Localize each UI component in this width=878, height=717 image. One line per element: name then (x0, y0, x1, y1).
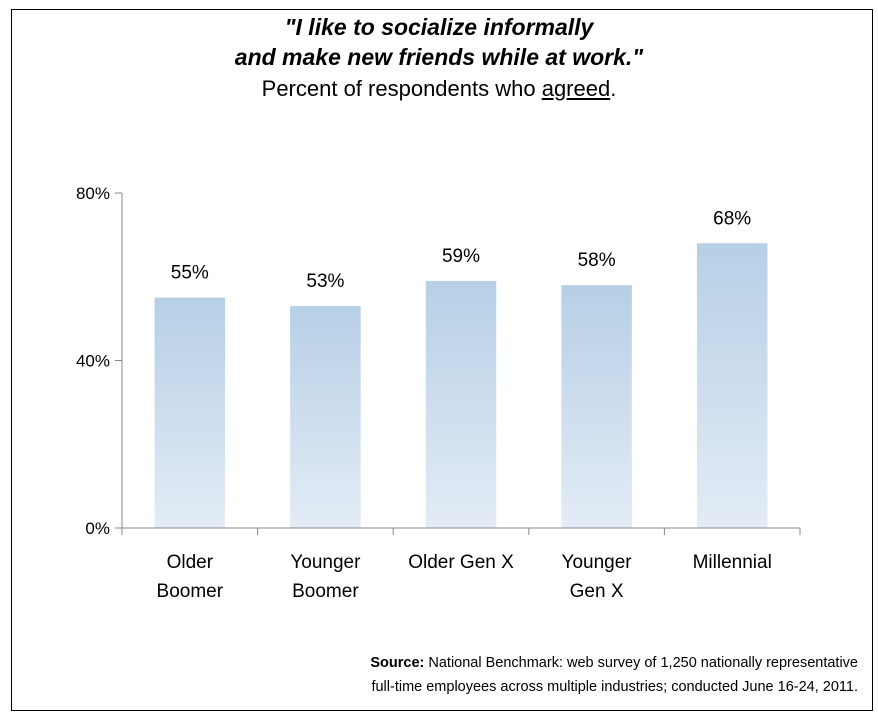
bar-2 (290, 306, 361, 528)
bar-4 (561, 285, 632, 528)
labels-layer: 55% Older Boomer 53% Younger Boomer 59% Older G… (76, 184, 772, 602)
chart-title-block: "I like to socialize informally and make… (0, 12, 878, 106)
category-label-2-line-2: Boomer (292, 581, 359, 602)
data-label-4: 58% (578, 250, 616, 271)
source-text-1: National Benchmark: web survey of 1,250 … (424, 655, 858, 671)
data-label-2: 53% (306, 271, 344, 292)
chart-title-line-2: and make new friends while at work." (234, 44, 644, 70)
category-label-3-line-1: Older Gen X (408, 552, 514, 573)
data-label-5: 68% (713, 208, 751, 229)
source-note: Source: National Benchmark: web survey o… (158, 651, 858, 699)
source-label: Source: (370, 655, 425, 671)
bar-3 (425, 280, 497, 528)
subtitle-emphasis: agreed (541, 76, 611, 101)
category-label-1-line-1: Older (167, 552, 214, 573)
category-label-5-line-1: Millennial (693, 552, 772, 573)
category-label-2-line-1: Younger (290, 552, 361, 573)
category-label-4-line-1: Younger (562, 552, 633, 573)
subtitle-suffix: . (610, 76, 617, 101)
category-label-4-line-2: Gen X (570, 581, 624, 602)
y-tick-label-3: 80% (76, 184, 110, 203)
bar-1 (154, 297, 226, 528)
data-label-1: 55% (171, 263, 209, 284)
axes-layer (115, 192, 801, 535)
source-line-1: Source: National Benchmark: web survey o… (158, 651, 858, 675)
bar-5 (696, 243, 768, 528)
chart-subtitle: Percent of respondents who agreed. (0, 72, 878, 106)
source-line-2: full-time employees across multiple indu… (371, 679, 858, 695)
y-tick-label-1: 0% (85, 519, 110, 538)
bars-layer (154, 243, 768, 528)
subtitle-prefix: Percent of respondents who (261, 76, 542, 101)
chart-title-line-1: "I like to socialize informally (284, 14, 594, 40)
data-label-3: 59% (442, 246, 480, 267)
category-label-1-line-2: Boomer (157, 581, 224, 602)
y-tick-label-2: 40% (76, 352, 110, 371)
